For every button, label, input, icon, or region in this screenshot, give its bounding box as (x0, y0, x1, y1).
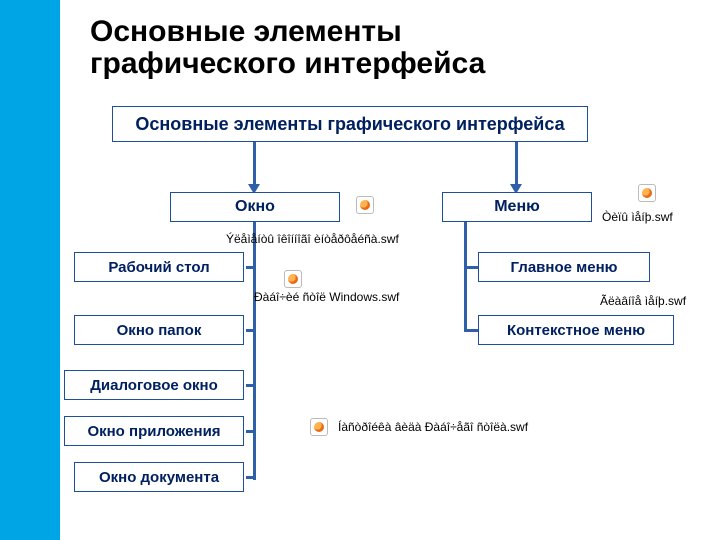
swf-label: Ýëåìåíòû îêîííîãî èíòåðôåéñà.swf (226, 232, 399, 246)
node-menu-label: Меню (494, 198, 540, 216)
edge-root-okno (253, 142, 256, 188)
title-line1: Основные элементы (90, 15, 402, 48)
title-line2: графического интерфейса (90, 47, 485, 80)
node-okno-prilozheniya: Окно приложения (64, 416, 244, 446)
swf-label: Òèïû ìåíþ.swf (602, 210, 673, 224)
swf-label: Ãëàâíîå ìåíþ.swf (600, 294, 686, 308)
node-dialogovoe-okno: Диалоговое окно (64, 370, 244, 400)
node-papok-label: Окно папок (117, 322, 202, 339)
node-glavnoe-menu: Главное меню (478, 252, 650, 282)
page-title: Основные элементы графического интерфейс… (90, 16, 485, 81)
edge-okno-spine (253, 222, 256, 480)
edge-okno-papok (246, 329, 255, 332)
swf-icon (356, 196, 374, 214)
swf-link-3[interactable]: Íàñòðîéêà âèäà Ðàáî÷åãî ñòîëà.swf (338, 420, 528, 434)
node-rab-label: Рабочий стол (108, 259, 209, 276)
edge-okno-pril (246, 430, 255, 433)
edge-menu-kont (467, 329, 478, 332)
sidebar-accent (0, 0, 60, 540)
edge-root-menu (515, 142, 518, 188)
edge-menu-spine (464, 222, 467, 332)
node-okno-dokumenta: Окно документа (74, 462, 244, 492)
edge-okno-dok (246, 476, 255, 479)
node-kont-label: Контекстное меню (507, 322, 645, 339)
swf-icon (284, 270, 302, 288)
node-okno-label: Окно (235, 198, 275, 216)
swf-link-2[interactable]: Ðàáî÷èé ñòîë Windows.swf (254, 290, 399, 304)
swf-link-1[interactable]: Ýëåìåíòû îêîííîãî èíòåðôåéñà.swf (226, 232, 399, 246)
swf-label: Ðàáî÷èé ñòîë Windows.swf (254, 290, 399, 304)
node-root: Основные элементы графического интерфейс… (112, 106, 588, 142)
swf-label: Íàñòðîéêà âèäà Ðàáî÷åãî ñòîëà.swf (338, 420, 528, 434)
node-pril-label: Окно приложения (87, 423, 220, 440)
edge-okno-dial (246, 384, 255, 387)
node-okno-papok: Окно папок (74, 315, 244, 345)
swf-link-4[interactable]: Òèïû ìåíþ.swf (602, 210, 673, 224)
node-okno: Окно (170, 192, 340, 222)
swf-icon (310, 418, 328, 436)
swf-link-5[interactable]: Ãëàâíîå ìåíþ.swf (600, 294, 686, 308)
swf-icon (638, 184, 656, 202)
node-rabochiy-stol: Рабочий стол (74, 252, 244, 282)
node-dial-label: Диалоговое окно (90, 377, 218, 394)
node-menu: Меню (442, 192, 592, 222)
node-root-label: Основные элементы графического интерфейс… (135, 114, 564, 135)
node-glav-label: Главное меню (511, 259, 618, 276)
node-kontekstnoe-menu: Контекстное меню (478, 315, 674, 345)
edge-okno-rab (246, 266, 255, 269)
edge-menu-glav (467, 266, 478, 269)
node-dok-label: Окно документа (99, 469, 219, 486)
